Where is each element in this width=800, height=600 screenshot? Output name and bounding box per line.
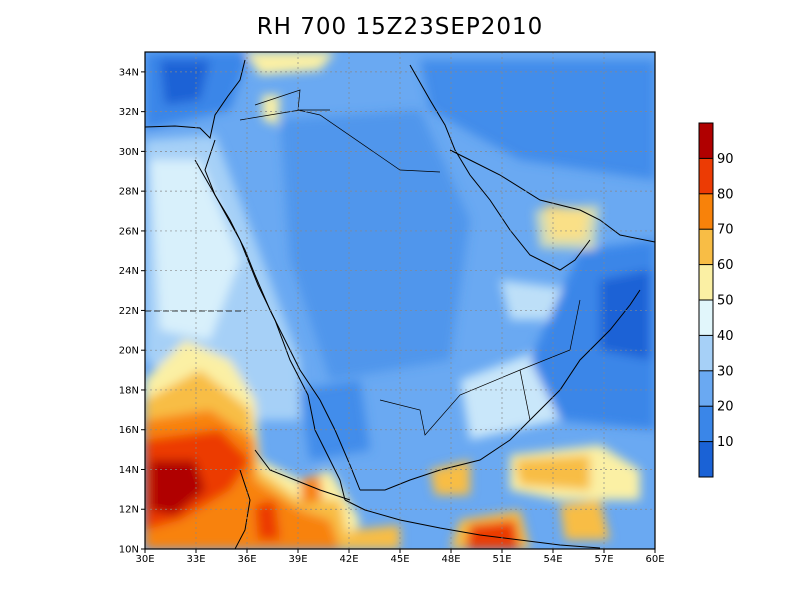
map-title: RH 700 15Z23SEP2010 — [256, 14, 544, 40]
x-axis-ticks: 30E 33E 36E 39E 42E 45E 48E 51E 54E 57E 60E — [135, 549, 665, 565]
y-tick-label: 14N — [119, 465, 139, 476]
colorbar-label: 30 — [717, 364, 734, 379]
colorbar-swatch — [699, 441, 713, 477]
colorbar-label: 20 — [717, 400, 734, 415]
colorbar-swatch — [699, 335, 713, 371]
x-tick-label: 54E — [543, 554, 562, 565]
y-tick-label: 20N — [119, 346, 139, 357]
y-tick-label: 16N — [119, 425, 139, 436]
x-tick-label: 36E — [237, 554, 256, 565]
colorbar-swatch — [699, 158, 713, 194]
y-axis-ticks: 10N 12N 14N 16N 18N 20N 22N 24N 26N 28N 30N 32N 34N — [119, 67, 145, 556]
colorbar-label: 60 — [717, 258, 734, 273]
y-tick-label: 32N — [119, 107, 139, 118]
x-tick-label: 57E — [594, 554, 613, 565]
y-tick-label: 26N — [119, 226, 139, 237]
colorbar-label: 40 — [717, 329, 734, 344]
colorbar-swatch — [699, 229, 713, 265]
y-tick-label: 30N — [119, 147, 139, 158]
colorbar-label: 50 — [717, 294, 734, 309]
x-tick-label: 42E — [339, 554, 358, 565]
y-tick-label: 10N — [119, 545, 139, 556]
colorbar-swatch — [699, 406, 713, 442]
colorbar-swatch — [699, 123, 713, 159]
colorbar-label: 80 — [717, 187, 734, 202]
x-tick-label: 39E — [288, 554, 307, 565]
y-tick-label: 22N — [119, 306, 139, 317]
x-tick-label: 30E — [135, 554, 154, 565]
y-tick-label: 34N — [119, 67, 139, 78]
x-tick-label: 45E — [390, 554, 409, 565]
colorbar-swatch — [699, 193, 713, 230]
y-tick-label: 28N — [119, 187, 139, 198]
graticule — [145, 52, 655, 549]
y-tick-label: 18N — [119, 385, 139, 396]
x-tick-label: 33E — [186, 554, 205, 565]
y-tick-label: 12N — [119, 505, 139, 516]
x-tick-label: 48E — [441, 554, 460, 565]
coastlines — [145, 59, 655, 549]
colorbar-label: 70 — [717, 223, 734, 238]
colorbar-swatch — [699, 370, 713, 407]
y-tick-label: 24N — [119, 266, 139, 277]
colorbar-label: 90 — [717, 152, 734, 167]
colorbar-label: 10 — [717, 435, 734, 450]
colorbar: 10 20 30 40 50 60 70 80 90 — [698, 122, 734, 478]
colorbar-swatch — [699, 264, 713, 300]
rh-field — [145, 52, 655, 549]
colorbar-swatch — [699, 300, 713, 336]
x-tick-label: 51E — [492, 554, 511, 565]
x-tick-label: 60E — [645, 554, 664, 565]
